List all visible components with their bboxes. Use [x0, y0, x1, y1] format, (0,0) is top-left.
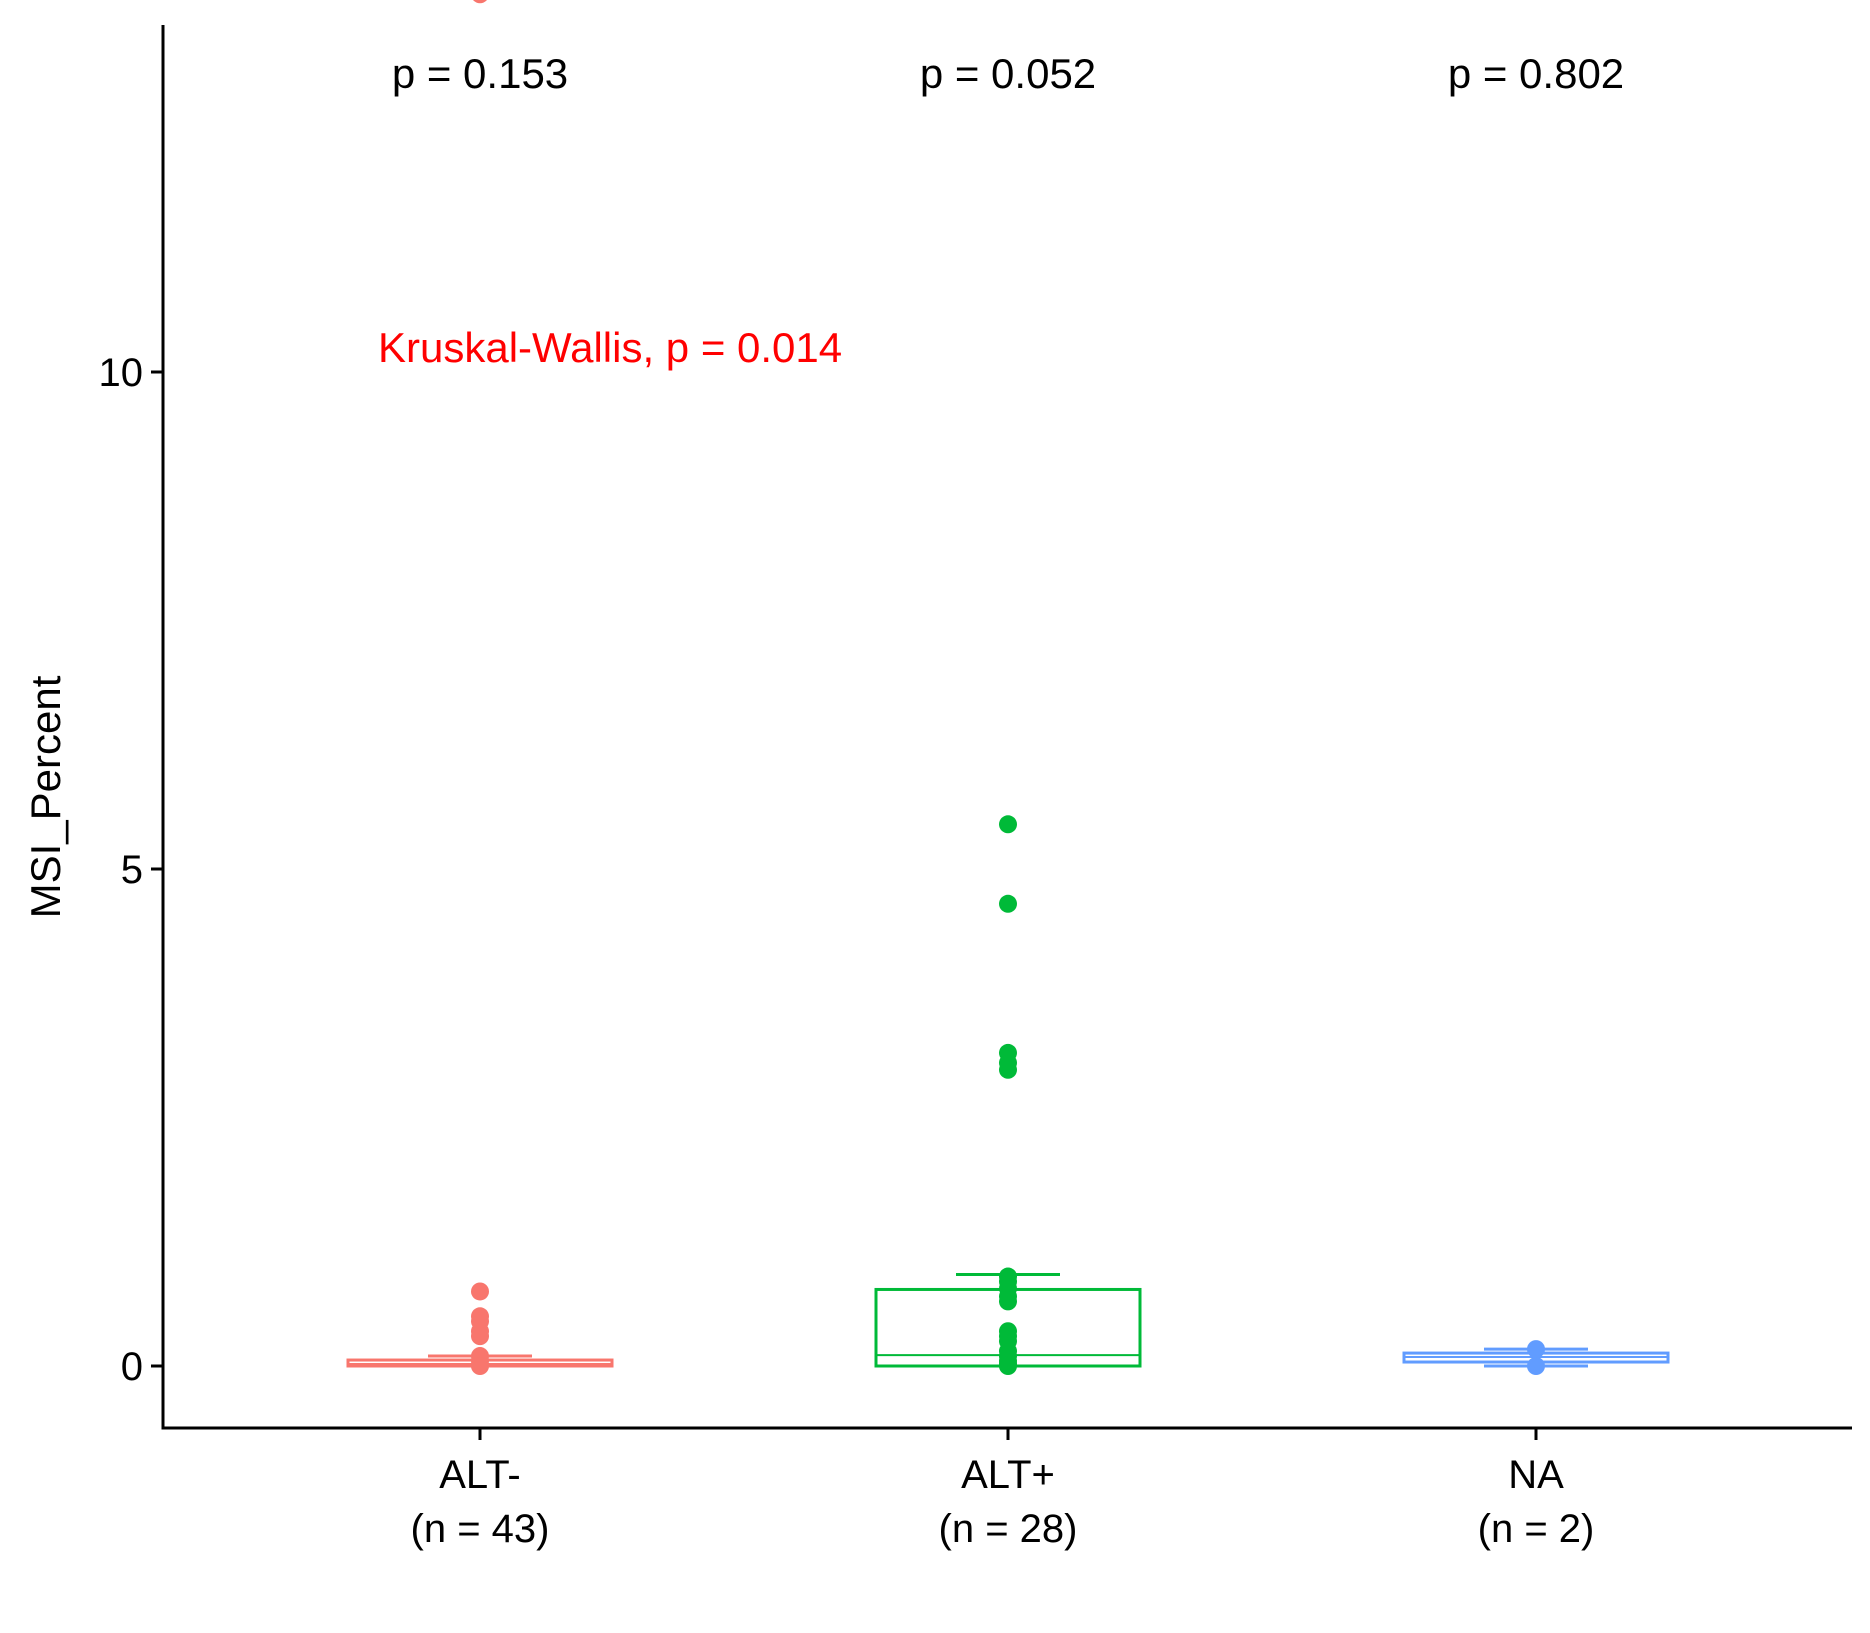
data-point — [471, 1327, 489, 1346]
y-axis: 0 5 10 — [99, 25, 165, 1428]
x-tick-count-label: (n = 28) — [939, 1507, 1078, 1551]
pairwise-p-label: p = 0.802 — [1448, 50, 1624, 97]
data-point — [1527, 1357, 1545, 1375]
pairwise-p-label: p = 0.052 — [920, 50, 1096, 97]
pairwise-p-label: p = 0.153 — [392, 50, 568, 97]
data-point — [473, 0, 487, 4]
data-point — [999, 1060, 1017, 1079]
data-point — [999, 815, 1017, 834]
data-point — [999, 1292, 1017, 1311]
box-group — [874, 815, 1142, 1375]
data-point — [999, 1357, 1017, 1375]
y-tick-label: 10 — [99, 351, 144, 395]
y-axis-title: MSI_Percent — [22, 675, 69, 918]
x-tick-count-label: (n = 2) — [1478, 1507, 1595, 1551]
box-group — [1402, 1340, 1670, 1375]
plot-area: p = 0.153 p = 0.052 p = 0.802 — [346, 0, 1670, 1375]
box-group — [346, 0, 614, 1375]
kruskal-wallis-label: Kruskal-Wallis, p = 0.014 — [378, 324, 842, 371]
data-point — [471, 1282, 489, 1301]
data-point — [999, 894, 1017, 913]
x-tick-label: NA — [1508, 1453, 1564, 1497]
x-axis: ALT- (n = 43) ALT+ (n = 28) NA (n = 2) — [161, 1426, 1852, 1551]
y-tick-label: 0 — [121, 1345, 143, 1389]
data-point — [1527, 1340, 1545, 1359]
x-tick-label: ALT- — [439, 1453, 521, 1497]
x-tick-count-label: (n = 43) — [411, 1507, 550, 1551]
x-tick-label: ALT+ — [961, 1453, 1055, 1497]
y-tick-label: 5 — [121, 848, 143, 892]
data-point — [471, 1357, 489, 1375]
